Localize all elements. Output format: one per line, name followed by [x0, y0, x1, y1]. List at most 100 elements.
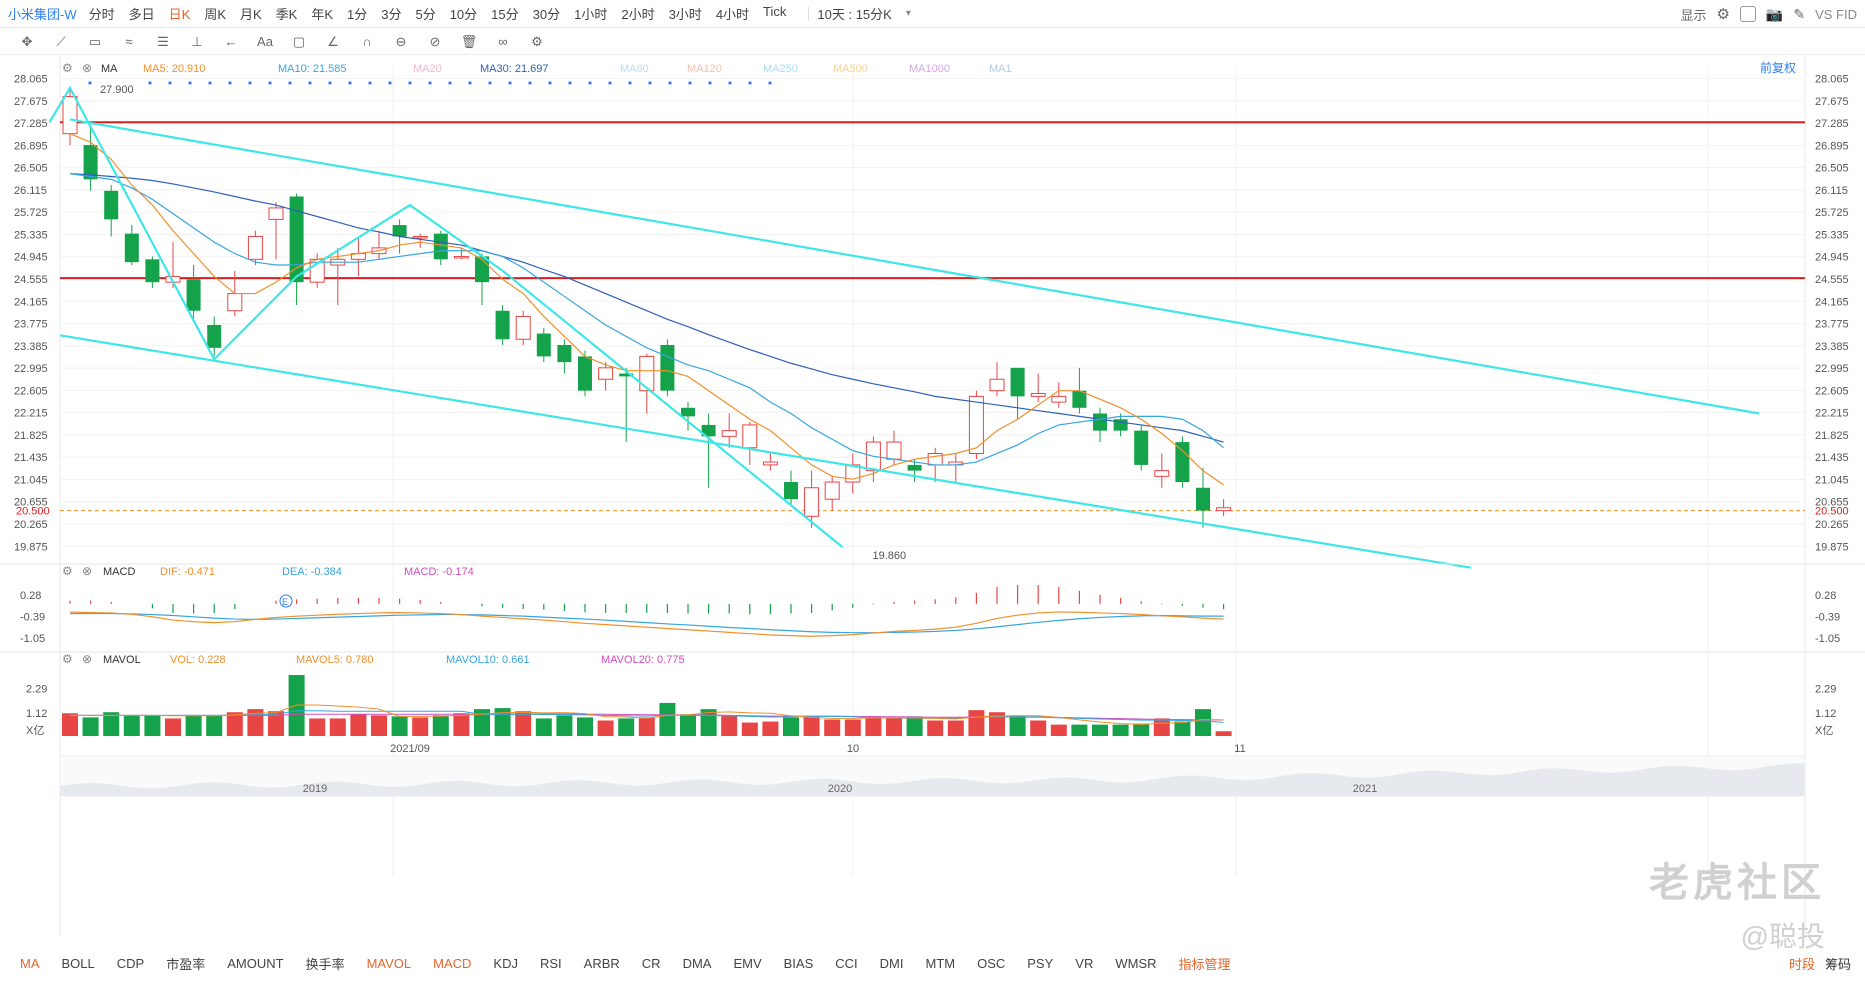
candle-body — [1175, 442, 1190, 483]
comment-tool-icon[interactable]: ▢ — [292, 33, 306, 49]
period-tab[interactable]: 分时 — [88, 7, 115, 22]
candle-body — [1216, 507, 1232, 512]
y-tick-label: 27.675 — [1815, 96, 1849, 108]
indicator-tab[interactable]: EMV — [733, 955, 762, 971]
camera-icon[interactable]: 📷 — [1765, 5, 1784, 22]
trash-icon[interactable]: 🗑 — [460, 33, 478, 49]
rect-tool-icon[interactable]: ▭ — [88, 33, 102, 49]
fib-tool-icon[interactable]: ☰ — [157, 33, 169, 49]
indicator-tab[interactable]: DMI — [879, 955, 904, 971]
indicator-manager-button[interactable]: 指标管理 — [1178, 956, 1231, 972]
indicator-tab[interactable]: MTM — [925, 955, 956, 971]
candle-body — [886, 441, 902, 460]
y-tick-label: 24.945 — [1815, 252, 1849, 264]
indicator-tab[interactable]: BOLL — [61, 955, 95, 971]
indicator-tab[interactable]: 换手率 — [305, 956, 345, 972]
macd-y-tick: 0.28 — [20, 590, 41, 602]
magnet-icon[interactable]: ∩ — [362, 34, 372, 49]
period-tab[interactable]: 2小时 — [621, 7, 655, 22]
display-button[interactable]: 显示 — [1680, 7, 1707, 23]
candle-body — [1072, 390, 1087, 408]
volume-bar — [535, 718, 552, 736]
pencil-tool-icon[interactable]: ∠ — [327, 33, 339, 49]
candle-body — [104, 190, 119, 220]
volume-bar — [412, 717, 429, 736]
settings-icon[interactable]: ⚙ — [1716, 6, 1730, 23]
ma-legend: MA10: 21.585 — [278, 63, 347, 75]
period-tab[interactable]: 1小时 — [574, 7, 608, 22]
volume-bar — [1153, 718, 1170, 736]
signal-dot — [708, 81, 712, 85]
session-button[interactable]: 时段 — [1788, 956, 1815, 972]
hide-icon[interactable]: ⊘ — [429, 33, 441, 49]
pen-icon[interactable]: ✎ — [1793, 5, 1806, 22]
y-tick-label: 26.115 — [1815, 185, 1848, 197]
period-tab[interactable]: 10分 — [449, 7, 478, 22]
lock-icon[interactable]: ⊖ — [395, 33, 407, 49]
indicator-tab[interactable]: MAVOL — [366, 955, 412, 971]
stock-chart[interactable]: ⚙ ⊗ MA MA5: 20.910 MA10: 21.585 MA20 MA30: 21.… — [0, 56, 1865, 946]
candle-body — [989, 378, 1005, 392]
indicator-tab[interactable]: WMSR — [1115, 955, 1157, 971]
period-tab[interactable]: 15分 — [491, 7, 519, 22]
macd-y-tick: -0.39 — [20, 611, 45, 623]
gear-icon[interactable]: ⚙ — [531, 33, 543, 49]
indicator-tab[interactable]: KDJ — [493, 955, 518, 971]
indicator-tab[interactable]: BIAS — [783, 955, 814, 971]
measure-tool-icon[interactable]: ⊥ — [191, 33, 203, 49]
indicator-tab[interactable]: MA — [20, 955, 40, 971]
period-tab[interactable]: 5分 — [415, 7, 436, 22]
indicator-tab[interactable]: OSC — [977, 955, 1006, 971]
period-tab[interactable]: 季K — [275, 7, 298, 22]
period-tab[interactable]: 日K — [168, 7, 191, 22]
chevron-down-icon[interactable]: ▾ — [905, 8, 911, 19]
volume-panel: ⚙ ⊗ MAVOL VOL: 0.228 MAVOL5: 0.780 MAVOL10: 0… — [0, 651, 1865, 755]
candle-body — [742, 424, 758, 449]
indicator-tab[interactable]: CDP — [116, 955, 145, 971]
indicator-tab[interactable]: RSI — [539, 955, 562, 971]
indicator-tab[interactable]: PSY — [1027, 955, 1054, 971]
chips-button[interactable]: 筹码 — [1824, 956, 1851, 972]
arrow-tool-icon[interactable]: ← — [224, 34, 238, 49]
volume-bar — [721, 715, 738, 736]
period-tab[interactable]: Tick — [763, 4, 787, 19]
period-tab[interactable]: 4小时 — [715, 7, 750, 22]
indicator-tab[interactable]: AMOUNT — [227, 955, 284, 971]
text-tool-icon[interactable]: Aa — [257, 34, 273, 49]
candle-body — [784, 482, 798, 500]
period-tab[interactable]: 3小时 — [668, 7, 702, 22]
line-tool-icon[interactable]: ⟋ — [56, 33, 66, 49]
indicator-tab[interactable]: CR — [641, 955, 661, 971]
ticker-name[interactable]: 小米集团-W — [8, 7, 77, 22]
crosshair-icon[interactable]: ✥ — [21, 33, 33, 49]
y-tick-label: 26.895 — [14, 140, 48, 152]
signal-dot — [428, 81, 432, 85]
link-icon[interactable]: ∞ — [498, 34, 508, 49]
indicator-tab[interactable]: MACD — [433, 955, 472, 971]
macd-legend: DIF: -0.471 — [160, 566, 215, 578]
period-tab[interactable]: 30分 — [532, 7, 561, 22]
channel-trendline — [69, 118, 1760, 415]
wave-tool-icon[interactable]: ≈ — [125, 34, 133, 49]
indicator-tab[interactable]: 市盈率 — [166, 956, 206, 972]
period-tab[interactable]: 多日 — [128, 7, 155, 22]
period-tab[interactable]: 1分 — [347, 7, 368, 22]
vol-y-tick: 1.12 — [1815, 708, 1836, 720]
indicator-tab[interactable]: CCI — [835, 955, 858, 971]
period-tab[interactable]: 周K — [204, 7, 226, 22]
layout-icon[interactable] — [1739, 6, 1756, 22]
ma-legend: MA1000 — [909, 63, 950, 75]
indicator-tab[interactable]: VR — [1075, 955, 1094, 971]
period-tab[interactable]: 月K — [239, 7, 262, 22]
candle-body — [495, 310, 510, 340]
candle-body — [907, 464, 922, 471]
close-icon: ⊗ — [82, 564, 92, 578]
indicator-tab[interactable]: ARBR — [583, 955, 620, 971]
vs-label[interactable]: VS FID — [1815, 6, 1857, 22]
period-tab[interactable]: 3分 — [381, 7, 402, 22]
candle-body — [598, 367, 614, 380]
range-select[interactable]: 10天 : 15分K — [817, 7, 892, 22]
volume-bar — [185, 715, 202, 736]
period-tab[interactable]: 年K — [311, 7, 333, 22]
indicator-tab[interactable]: DMA — [682, 955, 712, 971]
